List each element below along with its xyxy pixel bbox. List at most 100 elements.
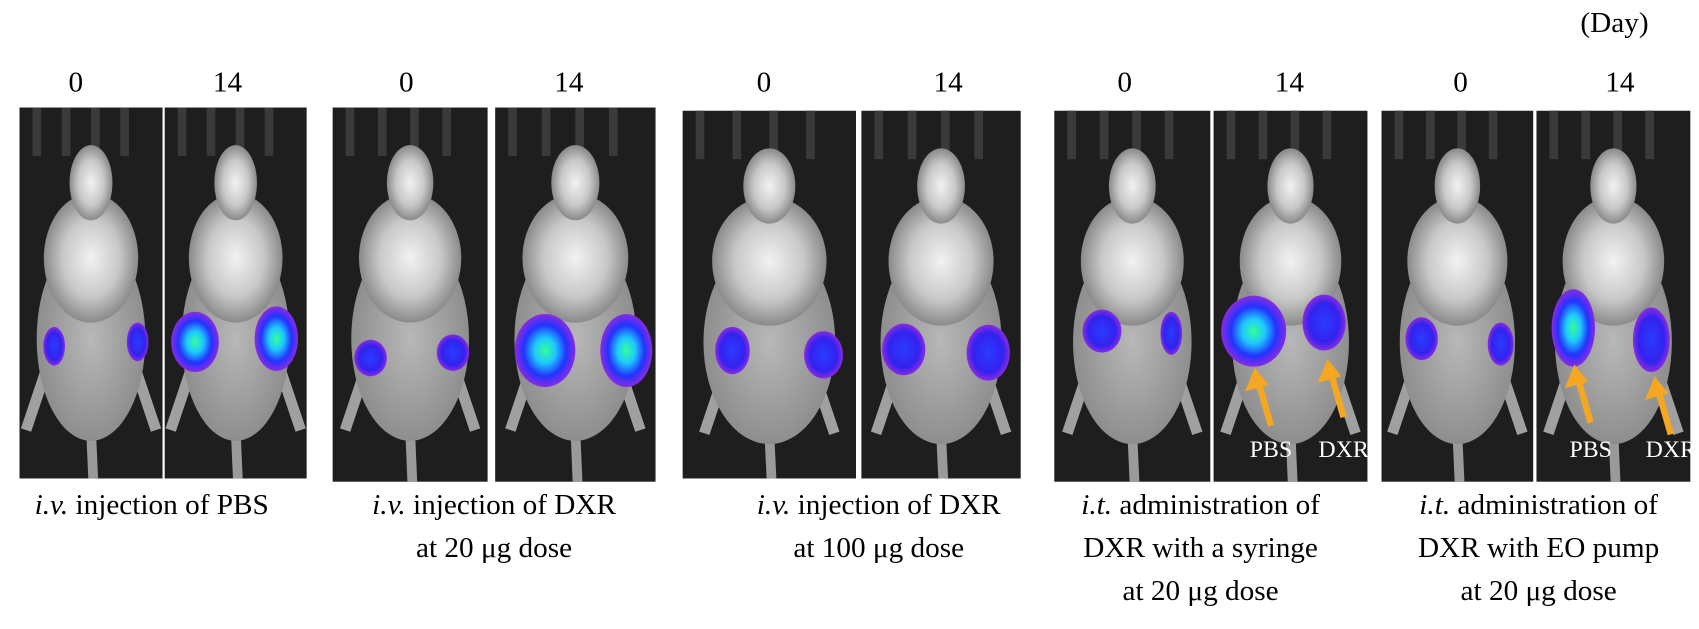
marker-label: PBS	[1569, 437, 1611, 463]
cage-bar	[806, 110, 815, 160]
mouse-head	[1434, 148, 1481, 224]
caption-italic: i.t.	[1419, 489, 1450, 521]
caption-line: i.t. administration of	[1419, 489, 1658, 521]
cage-bar	[377, 107, 387, 156]
arrow-head	[1244, 367, 1269, 392]
signal-blob	[1302, 294, 1346, 351]
signal-blob	[1487, 322, 1514, 366]
caption-line: at 20 μg dose	[416, 532, 572, 564]
caption-line: at 20 μg dose	[1461, 575, 1617, 607]
cage-bar	[732, 110, 742, 160]
day-label: 14	[554, 66, 584, 98]
caption-text: administration of	[1450, 489, 1658, 521]
mouse-chest	[188, 193, 283, 323]
cage-bar	[61, 107, 71, 156]
mouse-head	[386, 145, 434, 221]
marker-label: PBS	[1250, 437, 1292, 463]
signal-blob	[1551, 289, 1595, 367]
day-label: 0	[399, 66, 414, 98]
marker-label: DXR	[1646, 437, 1696, 463]
cage-bar	[1290, 110, 1300, 160]
caption-text: injection of DXR	[790, 489, 1001, 521]
day-label: 0	[1117, 66, 1132, 98]
caption-text: injection of PBS	[68, 489, 269, 521]
caption-line: at 100 μg dose	[793, 532, 964, 564]
mouse-image	[861, 110, 1021, 479]
caption-text: at 20 μg dose	[1122, 575, 1278, 607]
cage-bar	[1258, 110, 1268, 160]
cage-bar	[974, 110, 984, 160]
cage-bar	[442, 107, 452, 156]
mouse-chest	[1407, 196, 1508, 326]
signal-blob	[354, 339, 387, 377]
caption-italic: i.t.	[1081, 489, 1112, 521]
signal-blob	[43, 326, 66, 366]
cage-bar	[941, 110, 950, 160]
signal-blob	[1632, 307, 1670, 373]
day-label: 0	[1453, 66, 1468, 98]
cage-bar	[345, 107, 355, 156]
cage-bar	[1488, 110, 1498, 160]
mouse-chest	[1080, 196, 1184, 326]
caption-text: administration of	[1112, 489, 1320, 521]
cage-bar	[1549, 110, 1559, 160]
cage-bar	[1425, 110, 1435, 160]
caption-text: injection of DXR	[406, 489, 617, 521]
mouse-image	[19, 107, 163, 479]
cage-bar	[32, 107, 42, 156]
signal-blob	[1405, 317, 1438, 361]
cage-bar	[874, 110, 884, 160]
caption-text: at 20 μg dose	[416, 532, 572, 564]
mouse-image	[1536, 110, 1691, 482]
arrow	[1254, 379, 1275, 427]
day-unit: (Day)	[1580, 7, 1648, 39]
arrow	[1654, 388, 1674, 436]
cage-bar	[1613, 110, 1623, 160]
cage-bar	[1099, 110, 1109, 160]
cage-bar	[91, 107, 100, 156]
marker-label: DXR	[1318, 437, 1368, 463]
day-label: 0	[69, 66, 84, 98]
caption-line: i.v. injection of PBS	[35, 489, 269, 521]
mouse-head	[1267, 148, 1314, 224]
cage-bar	[264, 107, 274, 156]
mouse-head	[69, 145, 113, 221]
mouse-chest	[888, 196, 994, 326]
mouse-chest	[358, 193, 462, 323]
mouse-image	[495, 107, 656, 482]
cage-bar	[1132, 110, 1141, 160]
cage-bar	[541, 107, 551, 156]
cage-bar	[1394, 110, 1404, 160]
cage-bar	[508, 107, 517, 156]
cage-bar	[177, 107, 187, 156]
mouse-chest	[1239, 196, 1342, 326]
day-label: 14	[213, 66, 243, 98]
cage-bar	[1581, 110, 1591, 160]
cage-bar	[695, 110, 705, 160]
caption-italic: i.v.	[757, 489, 791, 521]
mouse-image	[164, 107, 307, 479]
mouse-image	[682, 110, 857, 479]
cage-bar	[608, 107, 618, 156]
cage-bar	[1067, 110, 1076, 160]
caption-line: DXR with EO pump	[1418, 532, 1659, 564]
mouse-head	[743, 148, 796, 224]
signal-blob	[803, 331, 843, 379]
signal-blob	[171, 311, 219, 373]
mouse-image	[1054, 110, 1211, 482]
arrow-head	[1644, 376, 1669, 400]
signal-blob	[1221, 295, 1287, 367]
caption-line: i.t. administration of	[1081, 489, 1320, 521]
arrow-head	[1564, 364, 1589, 389]
mouse-image	[1381, 110, 1534, 482]
cage-bar	[769, 110, 778, 160]
caption-text: at 20 μg dose	[1461, 575, 1617, 607]
caption-text: DXR with EO pump	[1418, 532, 1659, 564]
signal-blob	[966, 324, 1010, 381]
signal-blob	[126, 322, 149, 362]
signal-blob	[254, 306, 298, 371]
caption-italic: i.v.	[372, 489, 406, 521]
cage-bar	[1226, 110, 1236, 160]
signal-blob	[1160, 311, 1183, 355]
